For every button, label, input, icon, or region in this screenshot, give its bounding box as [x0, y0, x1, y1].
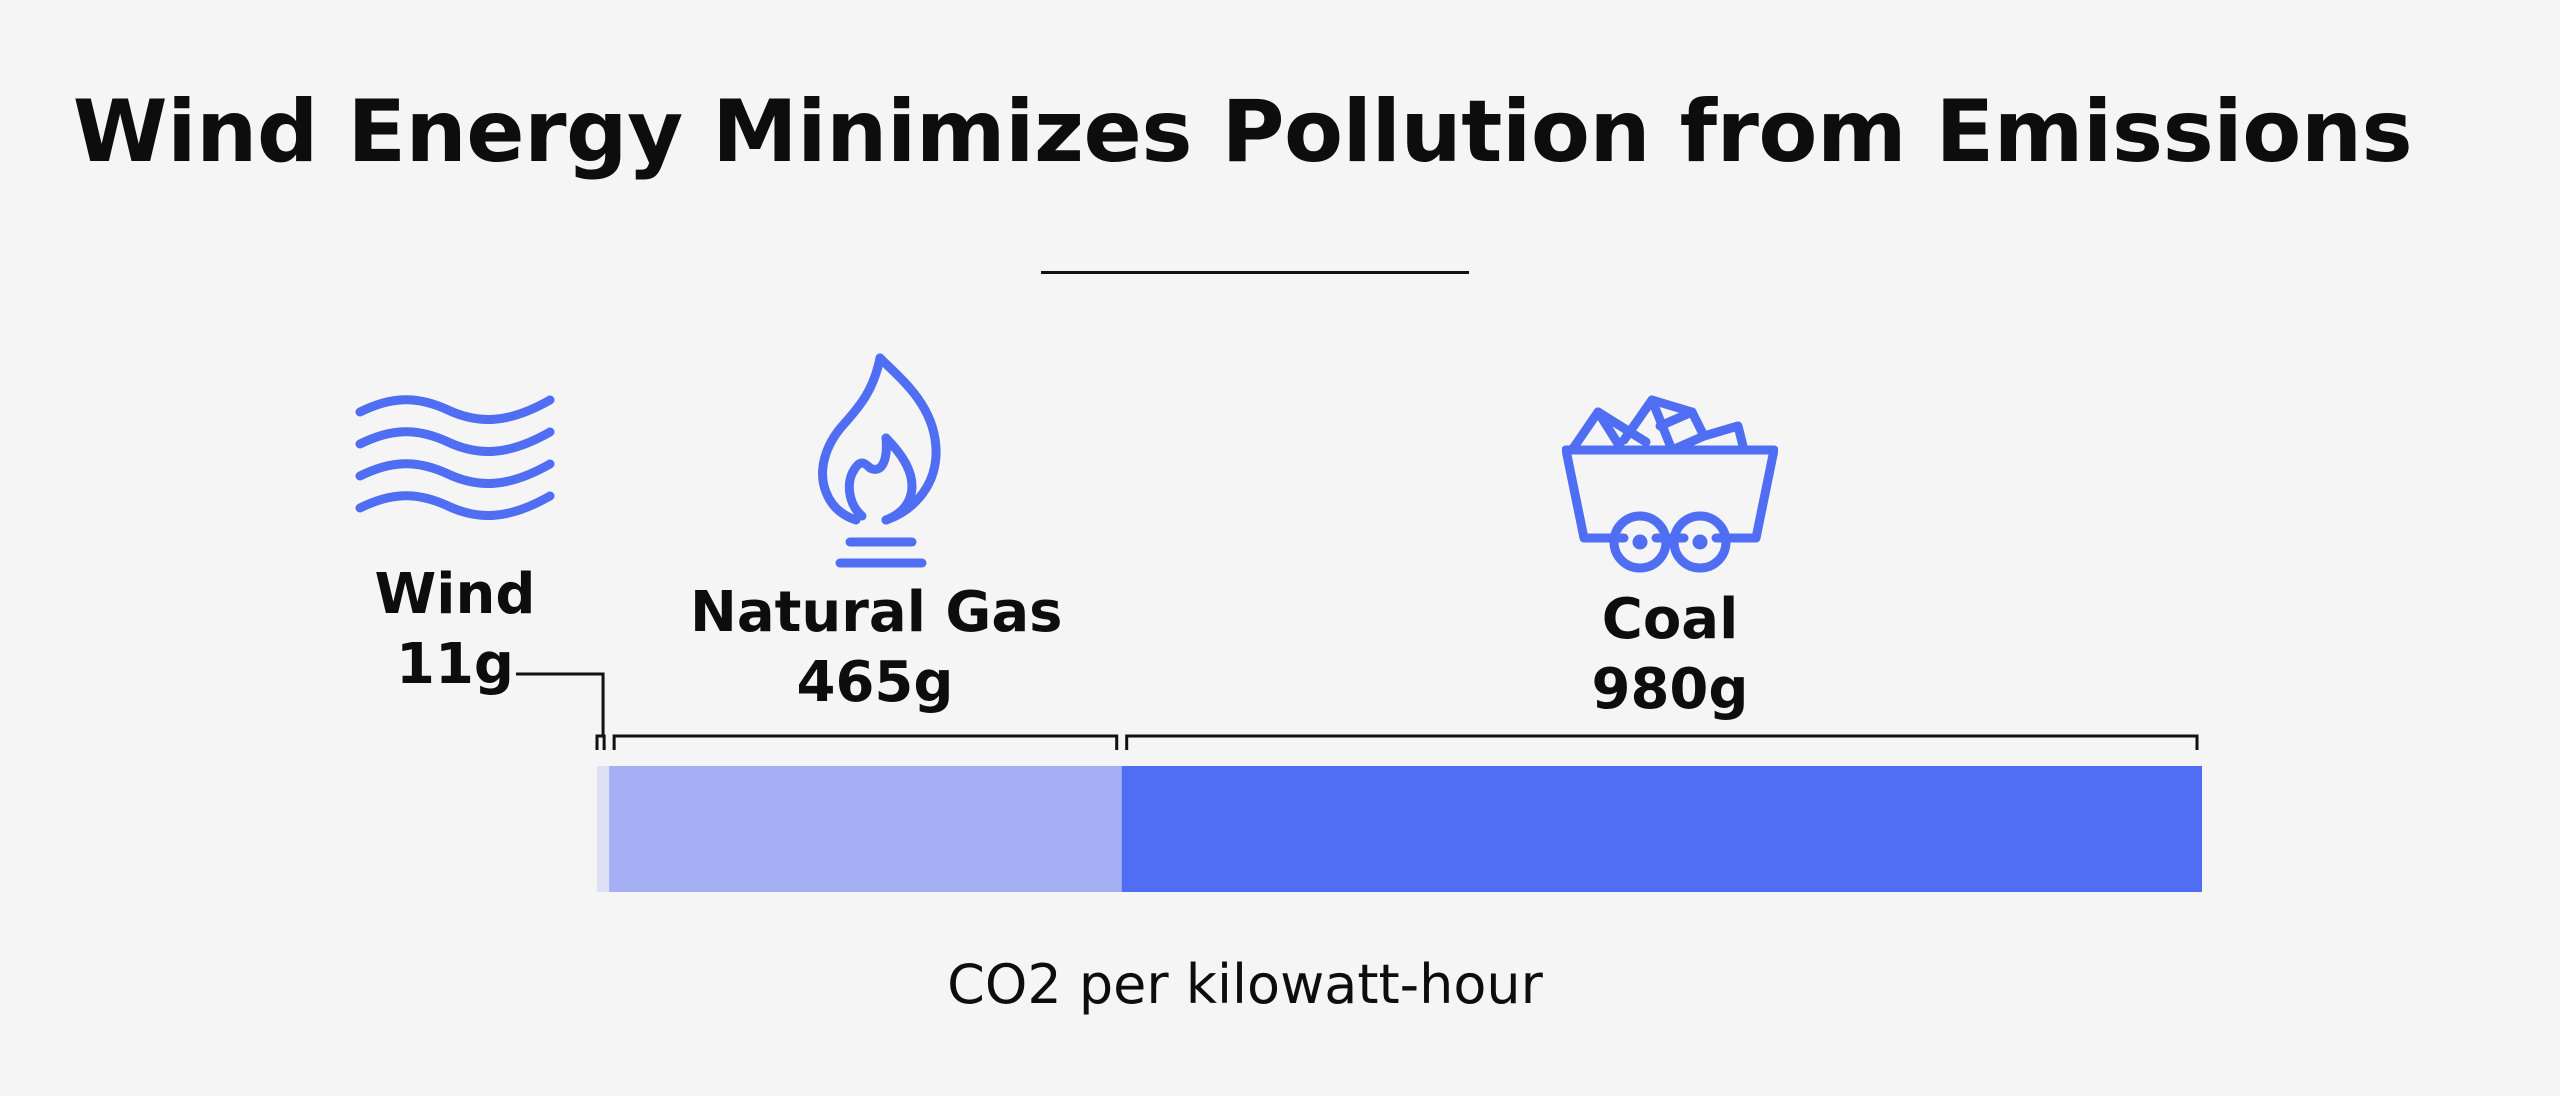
title-divider — [1041, 271, 1469, 274]
bracket-natural-gas — [612, 734, 1119, 750]
category-label-natural-gas: Natural Gas — [690, 580, 1063, 645]
value-label-coal: 980g — [1591, 657, 1749, 722]
label-natural-gas: Natural Gas 465g — [690, 578, 1063, 718]
bar-segment-coal — [1121, 766, 2202, 892]
coal-cart-icon — [1562, 392, 1778, 580]
value-label-natural-gas: 465g — [796, 650, 954, 715]
chart-title: Wind Energy Minimizes Pollution from Emi… — [72, 82, 2413, 182]
wind-waves-icon — [352, 388, 562, 528]
category-label-coal: Coal — [1601, 587, 1739, 652]
label-wind: Wind 11g — [355, 560, 555, 700]
label-coal: Coal 980g — [1520, 585, 1820, 725]
leader-line-wind — [516, 672, 605, 736]
category-label-wind: Wind — [374, 562, 536, 627]
gas-flame-icon — [808, 352, 954, 574]
value-label-wind: 11g — [395, 632, 514, 697]
bar-segment-natural-gas — [609, 766, 1122, 892]
bracket-wind — [595, 734, 606, 750]
bar-segment-wind — [597, 766, 610, 892]
bracket-coal — [1125, 734, 2199, 750]
x-axis-label: CO2 per kilowatt-hour — [947, 953, 1543, 1016]
